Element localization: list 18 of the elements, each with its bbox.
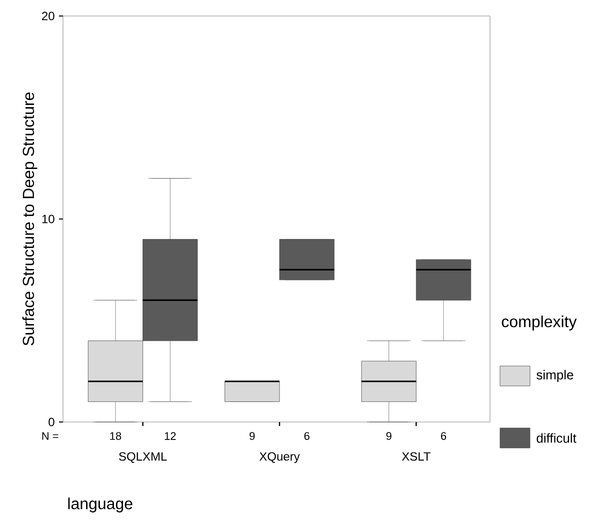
x-axis-title: language (68, 498, 132, 512)
y-axis-title: Surface Structure to Deep Structure (22, 92, 38, 346)
legend-label: difficult (536, 433, 576, 443)
legend-title: complexity (502, 316, 577, 330)
y-tick-label: 0 (48, 418, 54, 426)
text: 12 (164, 432, 176, 440)
text: N = (42, 432, 58, 440)
text: 9 (386, 432, 392, 440)
y-tick-label: 10 (42, 214, 54, 224)
x-tick-label: XQuery (259, 452, 300, 464)
text: 6 (441, 432, 446, 440)
text: 6 (304, 432, 310, 440)
text: 9 (250, 432, 255, 440)
legend-label: simple (536, 370, 574, 382)
x-tick-label: XSLT (402, 452, 430, 461)
text: 18 (110, 432, 122, 440)
x-tick-label: SQLXML (119, 452, 167, 463)
y-tick-label: 20 (42, 12, 54, 20)
